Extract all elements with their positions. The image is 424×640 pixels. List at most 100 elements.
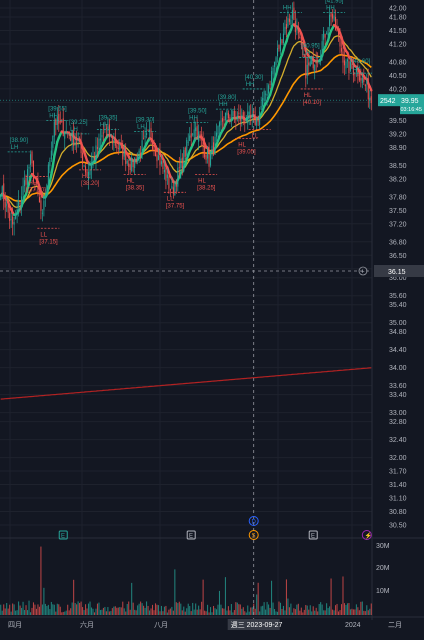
candle-body	[68, 132, 70, 136]
candle-body	[61, 120, 63, 122]
volume-bar	[58, 604, 60, 615]
volume-bar	[43, 587, 45, 615]
volume-bar	[111, 608, 113, 615]
candle-body	[62, 118, 64, 136]
volume-bar	[227, 606, 229, 615]
volume-bar	[156, 604, 158, 615]
candle-body	[37, 180, 39, 195]
volume-bar	[294, 609, 296, 615]
candle-body	[150, 128, 152, 142]
candle-body	[114, 137, 116, 146]
candle-body	[193, 129, 195, 137]
candles	[0, 1, 372, 236]
candle-body	[189, 135, 191, 142]
event-marker[interactable]: E	[58, 530, 68, 540]
candle-body	[348, 61, 350, 74]
volume-bar	[128, 601, 130, 615]
volume-bar	[268, 604, 270, 615]
candle-body	[89, 169, 91, 175]
candle-body	[221, 118, 223, 122]
candle-body	[323, 30, 325, 40]
volume-bar	[55, 611, 57, 615]
volume-bar	[278, 601, 280, 615]
event-marker[interactable]: E	[186, 530, 196, 540]
price-tick-label: 40.20	[389, 86, 407, 93]
candle-body	[358, 73, 360, 81]
price-tick-label: 36.00	[389, 275, 407, 282]
volume-bar	[236, 602, 238, 615]
candle-body	[70, 135, 72, 141]
volume-bar	[7, 608, 9, 615]
volume-bar	[305, 604, 307, 615]
volume-bar	[12, 603, 14, 615]
volume-bar	[44, 603, 46, 615]
volume-bar	[340, 604, 343, 615]
candle-body	[74, 142, 76, 146]
volume-bar	[38, 606, 40, 615]
candle-body	[28, 166, 30, 169]
candle-body	[163, 169, 165, 173]
price-tick-label: 32.40	[389, 437, 407, 444]
volume-bar	[190, 611, 192, 615]
volume-bar	[275, 611, 277, 615]
candle-body	[15, 214, 17, 219]
candle-body	[256, 118, 258, 126]
price-tick-label: 37.50	[389, 208, 407, 215]
volume-bar	[147, 605, 149, 615]
volume-bar	[348, 602, 350, 615]
volume-bar	[18, 601, 20, 615]
volume-bar	[4, 608, 6, 615]
volume-bar	[320, 602, 322, 615]
candle-body	[311, 56, 313, 65]
pivot-value: [38.35]	[126, 185, 145, 191]
candle-body	[282, 33, 284, 44]
price-tick-label: 41.80	[389, 14, 407, 21]
volume-bar	[210, 607, 212, 615]
candle-body	[85, 166, 87, 173]
event-marker[interactable]: S	[248, 530, 259, 540]
volume-bar	[89, 601, 91, 615]
volume-bar	[217, 604, 219, 615]
earnings-icon	[58, 530, 68, 540]
volume-bar	[323, 610, 325, 615]
volume-bar	[122, 601, 124, 615]
volume-bar	[137, 605, 139, 615]
pivot-tag: LH	[137, 125, 145, 131]
event-marker[interactable]: E	[308, 530, 318, 540]
candle-body	[47, 164, 49, 185]
candle-body	[259, 111, 261, 125]
volume-bar	[153, 610, 155, 615]
volume-bar	[105, 611, 107, 615]
volume-bar	[28, 600, 30, 615]
candle-body	[76, 141, 78, 144]
candle-body	[111, 136, 113, 144]
candle-body	[229, 117, 231, 121]
volume-bar	[257, 582, 259, 615]
volume-tick-label: 30M	[376, 543, 390, 550]
candle-body	[153, 147, 155, 150]
candle-body	[332, 14, 334, 19]
candle-body	[102, 132, 104, 134]
volume-bar	[207, 604, 209, 615]
pivot-tag: LH	[11, 145, 19, 151]
volume-bar	[24, 610, 26, 615]
candle-body	[329, 14, 331, 27]
volume-bar	[73, 579, 75, 615]
pivot-tag: HH	[49, 113, 58, 119]
volume-bar	[238, 604, 240, 615]
event-marker[interactable]: ⚡	[361, 530, 372, 540]
pivot-value: [40.60]	[352, 59, 371, 65]
candle-body	[279, 37, 282, 52]
volume-bar	[284, 610, 286, 615]
volume-bar	[21, 607, 23, 615]
volume-bar	[229, 610, 231, 615]
candle-body	[239, 116, 241, 121]
volume-bar	[355, 604, 357, 615]
volume-bar	[169, 608, 171, 615]
candle-body	[186, 139, 188, 156]
volume-bar	[230, 604, 232, 615]
event-marker[interactable]: D	[248, 516, 259, 526]
volume-bar	[0, 604, 2, 615]
crosshair-add-icon[interactable]	[358, 266, 368, 276]
